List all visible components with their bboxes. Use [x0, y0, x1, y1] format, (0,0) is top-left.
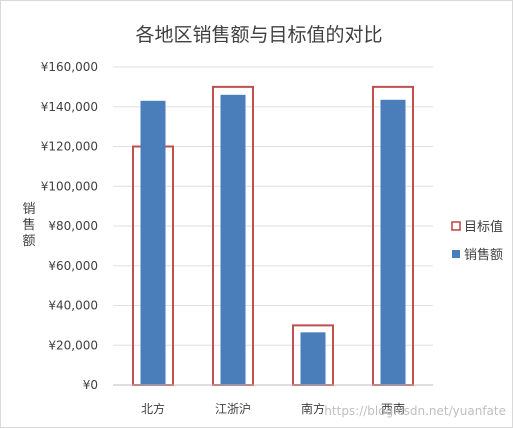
x-tick-label: 西南 [381, 401, 405, 416]
chart-title: 各地区销售额与目标值的对比 [135, 24, 382, 46]
sales-bar [380, 99, 406, 385]
y-tick-label: ¥60,000 [48, 259, 98, 273]
legend-swatch-target [451, 221, 461, 231]
y-tick-label: ¥160,000 [41, 60, 98, 74]
x-tick-label: 江浙沪 [215, 402, 251, 416]
target-series [132, 85, 414, 386]
x-axis-ticks: 北方 江浙沪 南方 西南 [141, 401, 405, 416]
x-tick-label: 南方 [301, 401, 325, 416]
y-tick-label: ¥100,000 [41, 179, 98, 193]
y-tick-label: ¥40,000 [48, 299, 98, 313]
sales-bar [300, 332, 326, 385]
x-tick-label: 北方 [141, 401, 165, 416]
y-axis-title: 销售额 [22, 202, 35, 249]
y-axis-ticks: ¥0 ¥20,000 ¥40,000 ¥60,000 ¥80,000 ¥100,000 ¥1… [41, 60, 98, 392]
y-tick-label: ¥0 [83, 378, 98, 392]
legend-label: 销售额 [464, 247, 503, 263]
sales-bar [140, 100, 166, 385]
legend-swatch-sales [452, 250, 460, 258]
y-tick-label: ¥140,000 [41, 100, 98, 114]
y-tick-label: ¥80,000 [48, 219, 98, 233]
y-axis-label: 销售额 [22, 202, 35, 249]
y-tick-label: ¥20,000 [48, 338, 98, 352]
watermark-text: https://blog.csdn.net/yuanfate [324, 404, 506, 418]
sales-series [140, 94, 406, 385]
legend-label: 目标值 [464, 219, 503, 235]
sales-bar [220, 94, 246, 385]
y-tick-label: ¥120,000 [41, 140, 98, 154]
